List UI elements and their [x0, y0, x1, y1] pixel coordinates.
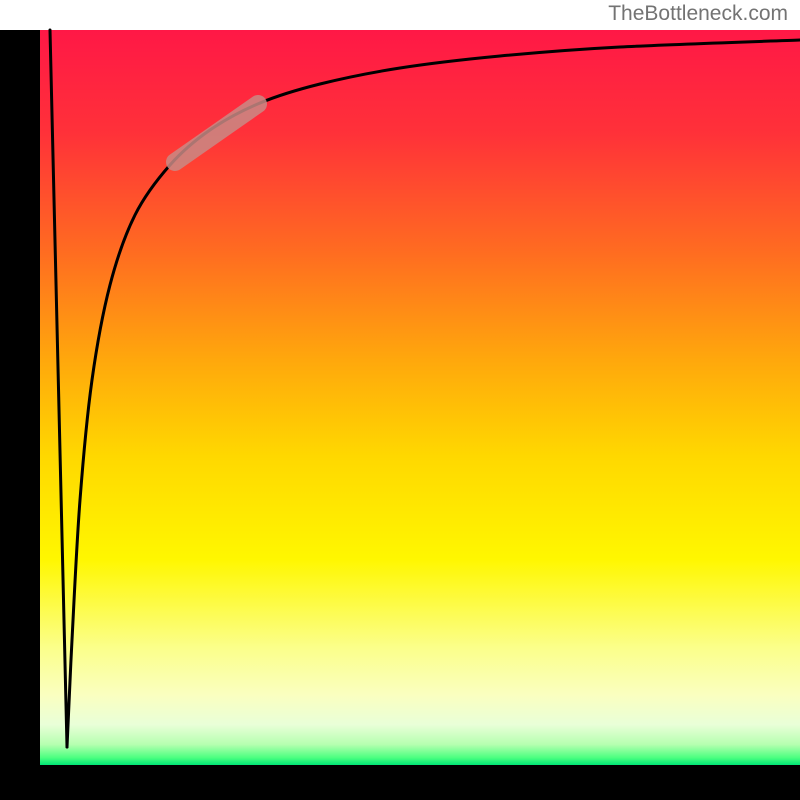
axis-left-bar: [0, 30, 40, 800]
plot-background-gradient: [40, 30, 800, 765]
chart-svg: [0, 0, 800, 800]
attribution-text: TheBottleneck.com: [608, 2, 788, 26]
axis-bottom-bar: [0, 765, 800, 800]
chart-container: TheBottleneck.com: [0, 0, 800, 800]
